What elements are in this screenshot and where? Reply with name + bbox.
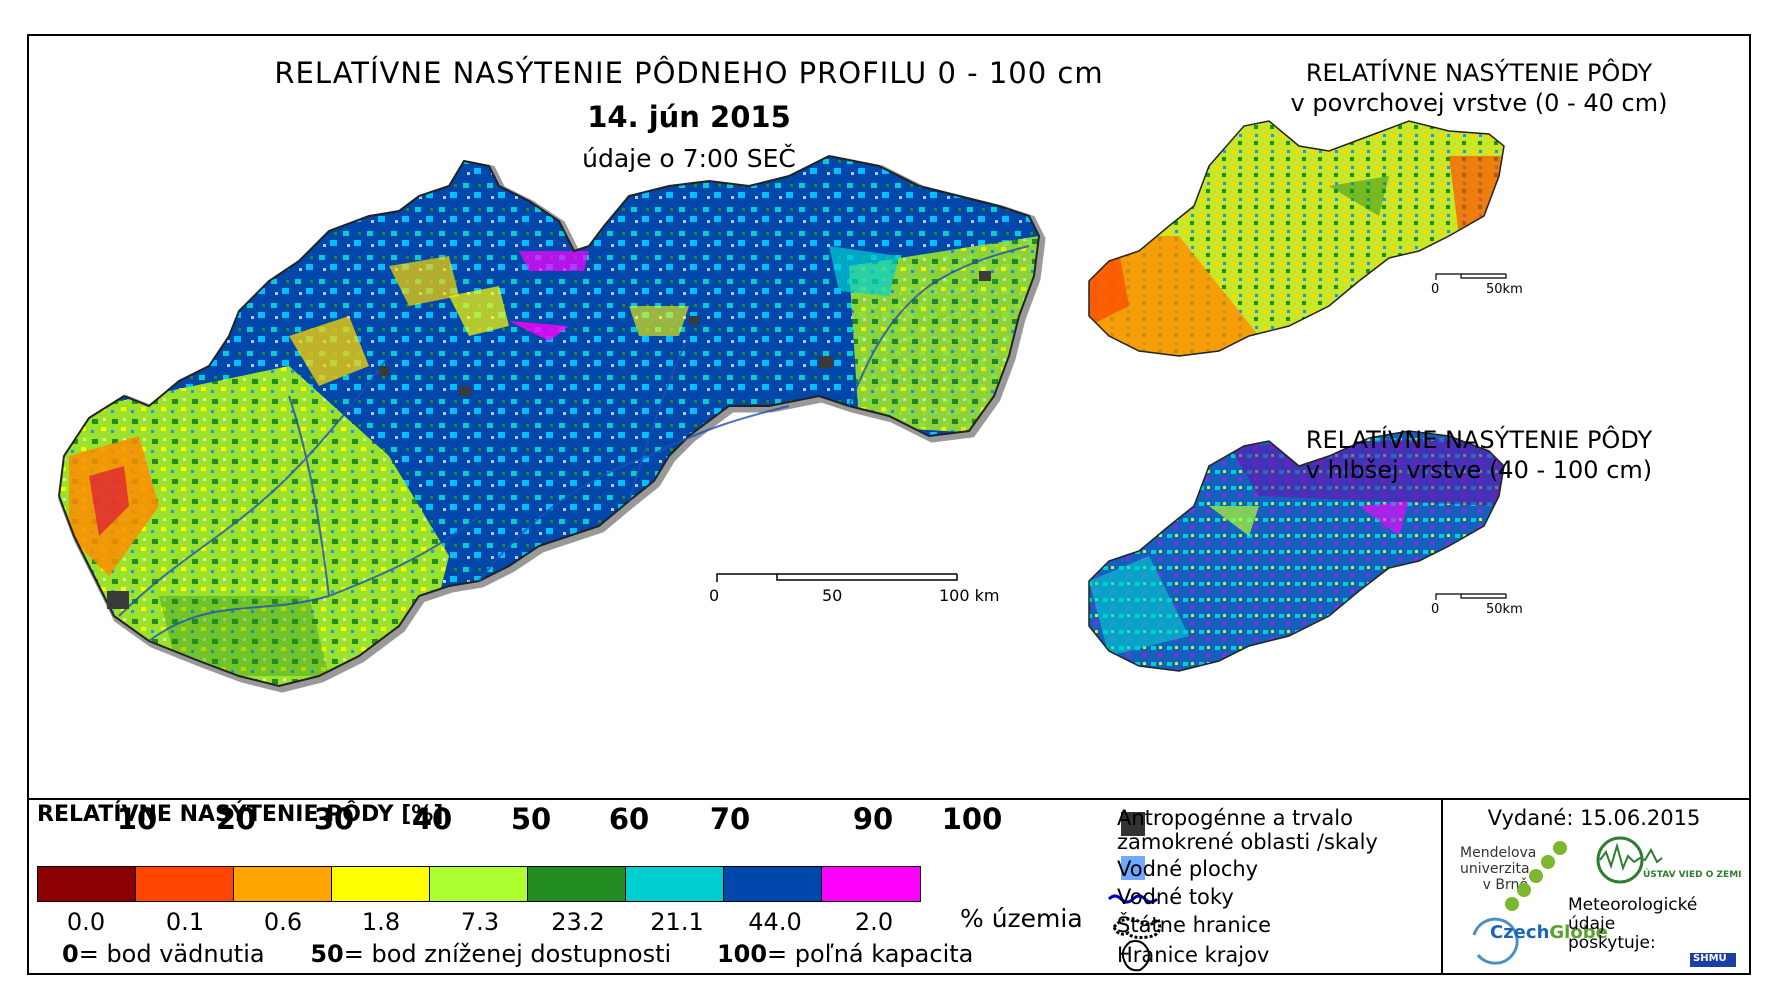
legend-tick-30: 30	[313, 802, 355, 836]
inset-top-title: RELATÍVNE NASÝTENIE PÔDY v povrchovej vr…	[1209, 58, 1749, 118]
legend-urban-label: Antropogénne a trvalo zamokrené oblasti …	[1117, 806, 1378, 854]
footnote-value-100: 100	[716, 940, 768, 968]
czechglobe-a: Czech	[1490, 922, 1550, 943]
colorbar-cell-4	[430, 867, 528, 901]
map-canvas	[57, 120, 1507, 693]
inset-top-title-line2: v povrchovej vrstve (0 - 40 cm)	[1290, 89, 1668, 117]
czechglobe-logo-text: CzechGlobe	[1490, 922, 1608, 943]
mendel-line2: univerzita	[1460, 861, 1530, 877]
ustav-logo-text: ÚSTAV VIED O ZEMI	[1643, 870, 1742, 880]
colorbar-cell-5	[528, 867, 626, 901]
legend-tick-20: 20	[215, 802, 257, 836]
urban-areas	[107, 271, 991, 609]
legend-tick-70: 70	[709, 802, 751, 836]
credits-divider	[1441, 798, 1443, 973]
legend-footnote: 0= bod vädnutia 50= bod zníženej dostupn…	[62, 940, 973, 968]
footnote-value-0: 0	[62, 940, 79, 968]
meteo-line2: údaje	[1568, 914, 1616, 934]
main-map-title: RELATÍVNE NASÝTENIE PÔDNEHO PROFILU 0 - …	[274, 56, 1104, 90]
footnote-value-50: 50	[310, 940, 344, 968]
legend-pct-0: 0.0	[66, 908, 106, 936]
legend-pct-3: 1.8	[361, 908, 401, 936]
mendel-line1: Mendelova	[1460, 845, 1537, 861]
mendel-line3: v Brně	[1482, 877, 1528, 893]
main-map-subtitle: údaje o 7:00 SEČ	[582, 144, 796, 173]
colorbar-cell-3	[332, 867, 430, 901]
legend-tick-60: 60	[608, 802, 650, 836]
legend-pct-8: 2.0	[854, 908, 894, 936]
inset-bottom-title-line2: v hlbšej vrstve (40 - 100 cm)	[1305, 456, 1653, 484]
inset-bottom-scale-label-0: 0	[1431, 602, 1440, 617]
main-map	[57, 154, 1046, 693]
legend-tick-100: 100	[941, 802, 1003, 836]
inset-top-scale-label-0: 0	[1431, 282, 1440, 297]
main-scale-bar	[716, 573, 958, 582]
legend-pct-7: 44.0	[748, 908, 802, 936]
inset-bottom-title: RELATÍVNE NASÝTENIE PÔDY v hlbšej vrstve…	[1209, 425, 1749, 485]
mendel-logo-text: Mendelova univerzita v Brně	[1460, 845, 1537, 893]
colorbar-cell-0	[38, 867, 136, 901]
map-frame: RELATÍVNE NASÝTENIE PÔDNEHO PROFILU 0 - …	[27, 34, 1751, 975]
legend-tick-90: 90	[852, 802, 894, 836]
issued-date: Vydané: 15.06.2015	[1487, 806, 1701, 830]
legend-area-unit: % územia	[960, 904, 1083, 933]
meteo-line1: Meteorologické	[1568, 895, 1698, 915]
colorbar-cell-2	[234, 867, 332, 901]
legend-rivers-label: Vodné toky	[1117, 885, 1234, 909]
legend-state-border-label: Štátne hranice	[1117, 913, 1271, 937]
main-scale-label-100: 100 km	[939, 586, 1000, 605]
inset-bottom-title-line1: RELATÍVNE NASÝTENIE PÔDY	[1305, 426, 1653, 454]
footnote-text-50: = bod zníženej dostupnosti	[343, 940, 672, 968]
inset-bottom-scale-label-50: 50km	[1486, 602, 1523, 617]
legend-pct-6: 21.1	[650, 908, 704, 936]
shmu-logo-text: SHMÚ	[1693, 953, 1727, 964]
meteo-line3: poskytuje:	[1568, 933, 1656, 953]
legend-region-border-label: Hranice krajov	[1117, 943, 1270, 967]
legend-tick-10: 10	[116, 802, 158, 836]
legend-colorbar	[37, 866, 921, 902]
colorbar-cell-6	[626, 867, 724, 901]
legend-tick-40: 40	[411, 802, 453, 836]
meteo-credit: Meteorologické údaje poskytuje:	[1568, 896, 1697, 953]
inset-top-scale-label-50: 50km	[1486, 282, 1523, 297]
legend-pct-1: 0.1	[165, 908, 205, 936]
map-area: RELATÍVNE NASÝTENIE PÔDNEHO PROFILU 0 - …	[29, 36, 1749, 798]
river-network	[118, 245, 1030, 642]
legend-tick-50: 50	[510, 802, 552, 836]
legend-divider	[29, 798, 1749, 800]
legend-pct-4: 7.3	[460, 908, 500, 936]
czechglobe-b: Globe	[1549, 922, 1608, 943]
main-map-date: 14. jún 2015	[587, 100, 791, 134]
colorbar-cell-7	[724, 867, 822, 901]
colorbar-cell-1	[136, 867, 234, 901]
legend-water-label: Vodné plochy	[1117, 857, 1259, 881]
legend-pct-5: 23.2	[551, 908, 605, 936]
colorbar-cell-8	[822, 867, 920, 901]
inset-top-title-line1: RELATÍVNE NASÝTENIE PÔDY	[1305, 59, 1653, 87]
legend-title: RELATÍVNE NASÝTENIE PÔDY [%]	[37, 802, 444, 827]
footnote-text-100: = poľná kapacita	[767, 940, 974, 968]
main-scale-label-50: 50	[822, 586, 843, 605]
footnote-text-0: = bod vädnutia	[78, 940, 265, 968]
main-scale-label-0: 0	[709, 586, 720, 605]
legend-pct-2: 0.6	[263, 908, 303, 936]
